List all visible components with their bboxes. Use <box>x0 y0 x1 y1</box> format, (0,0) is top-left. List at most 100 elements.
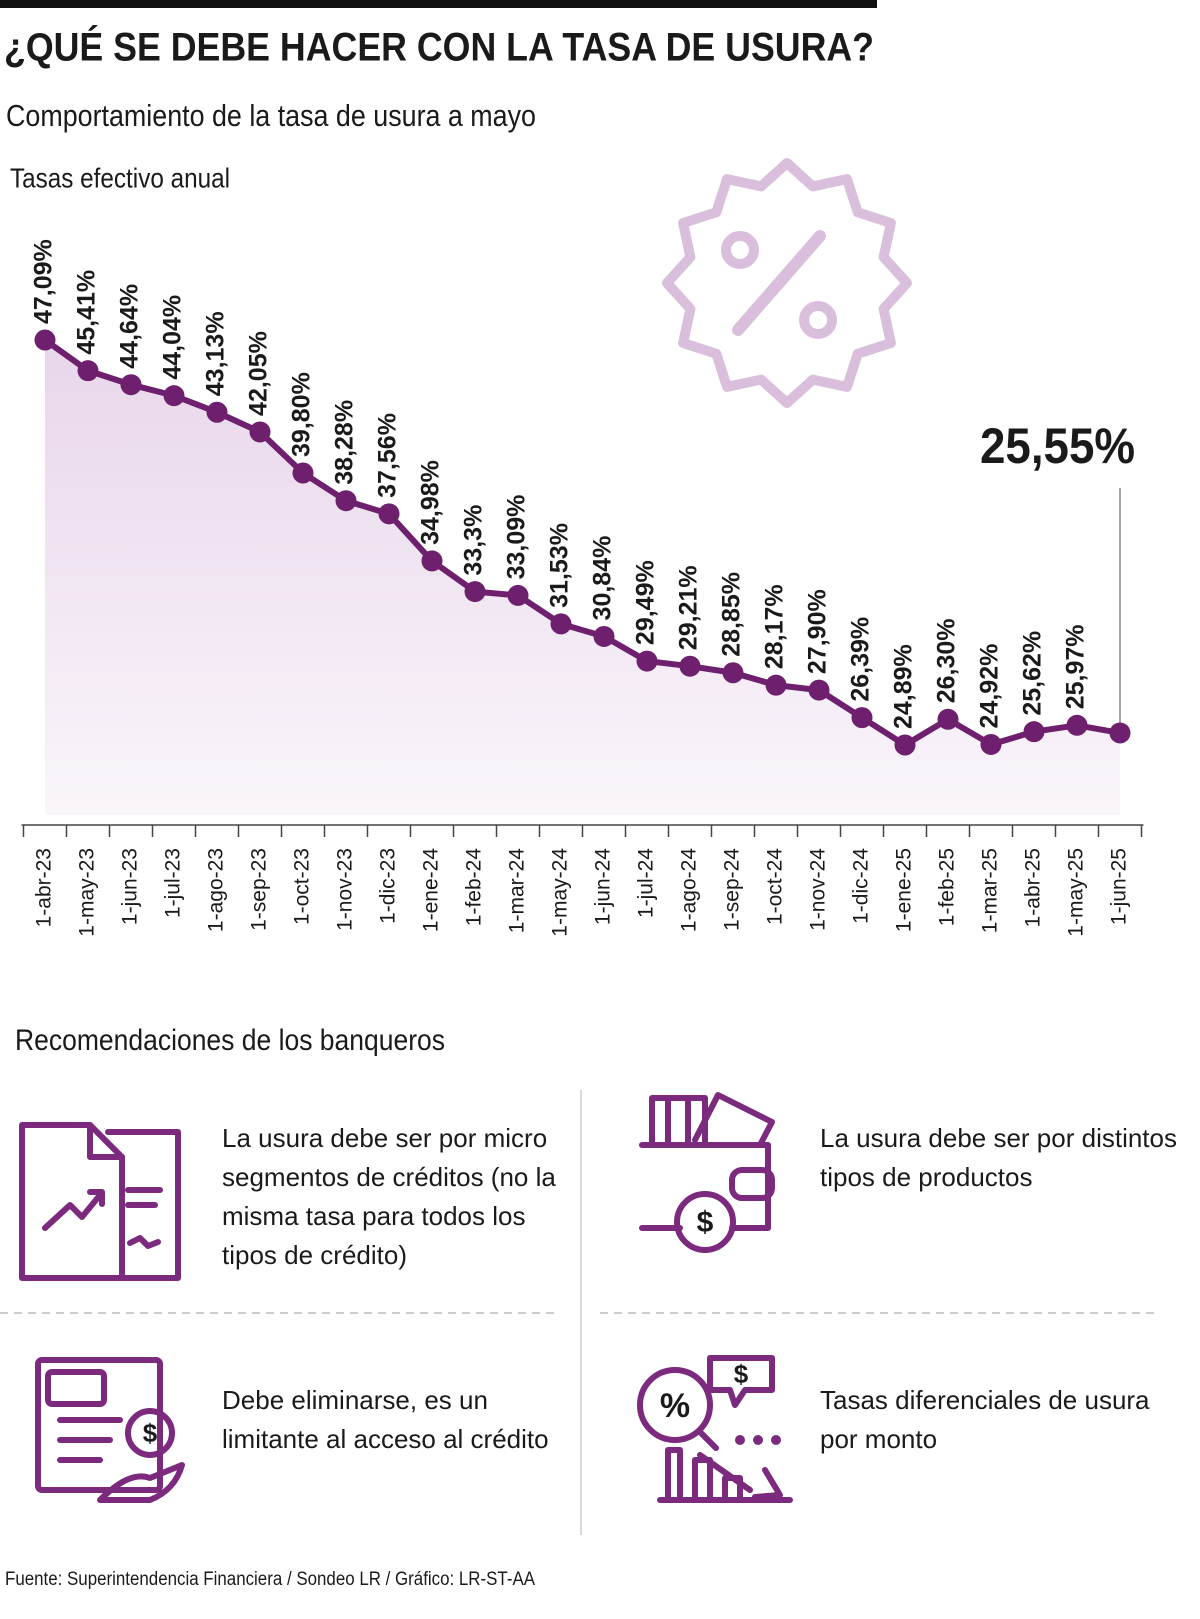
data-label: 26,30% <box>933 618 961 703</box>
data-label: 42,05% <box>245 331 273 416</box>
point <box>206 401 228 423</box>
point <box>679 655 701 677</box>
point <box>593 625 615 647</box>
data-label: 30,84% <box>589 536 617 621</box>
icon-documents <box>19 1122 181 1281</box>
point <box>808 679 830 701</box>
x-tick-label: 1-jun-25 <box>1108 848 1131 925</box>
data-label: 39,80% <box>288 372 316 457</box>
x-tick-label: 1-feb-24 <box>463 848 486 927</box>
point <box>980 733 1002 755</box>
data-label: 44,04% <box>159 295 187 380</box>
icon-wallet: $ <box>639 1092 775 1253</box>
x-tick-label: 1-dic-24 <box>850 848 873 924</box>
x-tick-label: 1-may-25 <box>1065 848 1088 937</box>
section-title: Recomendaciones de los banqueros <box>15 1024 445 1057</box>
x-tick-label: 1-mar-25 <box>979 848 1002 933</box>
point <box>464 581 486 603</box>
x-tick-label: 1-ene-24 <box>420 848 443 932</box>
recommendation-line: Debe eliminarse, es un <box>222 1385 488 1415</box>
data-label: 28,17% <box>761 584 789 669</box>
x-tick-label: 1-may-23 <box>76 848 99 937</box>
x-tick-label: 1-dic-23 <box>377 848 400 924</box>
data-label: 33,09% <box>503 495 531 580</box>
x-tick-label: 1-jun-24 <box>592 848 615 925</box>
recommendations: La usura debe ser por micro segmentos de … <box>222 1123 1177 1454</box>
icon-glyph: $ <box>697 1206 714 1239</box>
data-label: 29,49% <box>632 560 660 645</box>
x-tick-label: 1-sep-24 <box>721 848 744 931</box>
source: Fuente: Superintendencia Financiera / So… <box>5 1569 535 1590</box>
data-label: 24,92% <box>976 644 1004 729</box>
data-label: 45,41% <box>73 270 101 355</box>
recommendation-line: La usura debe ser por distintos <box>820 1123 1177 1153</box>
point <box>163 385 185 407</box>
data-label: 26,39% <box>847 617 875 702</box>
recommendation-line: Tasas diferenciales de usura <box>820 1385 1150 1415</box>
data-label: 43,13% <box>202 311 230 396</box>
point <box>1109 722 1131 744</box>
x-tick-label: 1-ene-25 <box>893 848 916 932</box>
point <box>1066 714 1088 736</box>
data-label: 31,53% <box>546 523 574 608</box>
point <box>335 490 357 512</box>
top-bar <box>0 0 877 8</box>
x-tick-label: 1-jul-23 <box>162 848 185 918</box>
point <box>378 503 400 525</box>
title: ¿QUÉ SE DEBE HACER CON LA TASA DE USURA? <box>4 25 874 70</box>
x-tick-label: 1-sep-23 <box>248 848 271 931</box>
data-label: 24,89% <box>890 644 918 729</box>
data-label: 25,62% <box>1019 631 1047 716</box>
point <box>1023 721 1045 743</box>
data-label: 37,56% <box>374 413 402 498</box>
line-chart: 1-abr-23 1-may-23 1-jun-23 1-jul-23 1-ago-23… <box>21 239 1144 937</box>
icon-id-card: $ <box>35 1357 185 1503</box>
x-tick-label: 1-nov-24 <box>807 848 830 931</box>
data-label: 28,85% <box>718 572 746 657</box>
point <box>894 734 916 756</box>
recommendation-line: La usura debe ser por micro <box>222 1123 547 1153</box>
recommendation-line: misma tasa para todos los <box>222 1201 525 1231</box>
x-tick-label: 1-feb-25 <box>936 848 959 926</box>
recommendation-line: tipos de crédito) <box>222 1240 407 1270</box>
point <box>34 329 56 351</box>
icon-glyph: $ <box>143 1418 158 1448</box>
x-tick-label: 1-jul-24 <box>635 848 658 918</box>
badge-slash <box>732 230 826 336</box>
y-label: Tasas efectivo anual <box>10 162 230 193</box>
point <box>851 707 873 729</box>
highlight-label: 25,55% <box>980 418 1135 474</box>
x-tick-label: 1-ago-24 <box>678 848 701 932</box>
data-label: 38,28% <box>331 400 359 485</box>
x-tick-label: 1-nov-23 <box>334 848 357 931</box>
point <box>292 462 314 484</box>
icon-analytics: % $ <box>637 1355 793 1503</box>
point <box>249 421 271 443</box>
badge-dot <box>799 301 837 339</box>
x-tick-label: 1-oct-23 <box>291 848 314 925</box>
x-tick-label: 1-may-24 <box>549 848 572 937</box>
x-tick-label: 1-ago-23 <box>205 848 228 932</box>
recommendation-line: limitante al acceso al crédito <box>222 1424 549 1454</box>
data-label: 25,97% <box>1062 625 1090 710</box>
point <box>550 613 572 635</box>
point <box>937 708 959 730</box>
x-tick-label: 1-jun-23 <box>119 848 142 925</box>
recommendation-line: tipos de productos <box>820 1162 1032 1192</box>
recommendation-line: por monto <box>820 1424 937 1454</box>
icon-dot <box>753 1435 763 1445</box>
subtitle: Comportamiento de la tasa de usura a may… <box>6 98 536 133</box>
point <box>765 674 787 696</box>
icon-dot <box>771 1435 781 1445</box>
recommendation-line: segmentos de créditos (no la <box>222 1162 556 1192</box>
x-tick-label: 1-mar-24 <box>506 848 529 934</box>
x-tick-label: 1-abr-23 <box>33 848 56 927</box>
data-label: 29,21% <box>675 565 703 650</box>
x-tick-label: 1-abr-25 <box>1022 848 1045 927</box>
point <box>722 662 744 684</box>
percent-badge <box>662 158 912 408</box>
data-label: 27,90% <box>804 589 832 674</box>
icon-glyph: $ <box>734 1359 749 1389</box>
point <box>636 650 658 672</box>
